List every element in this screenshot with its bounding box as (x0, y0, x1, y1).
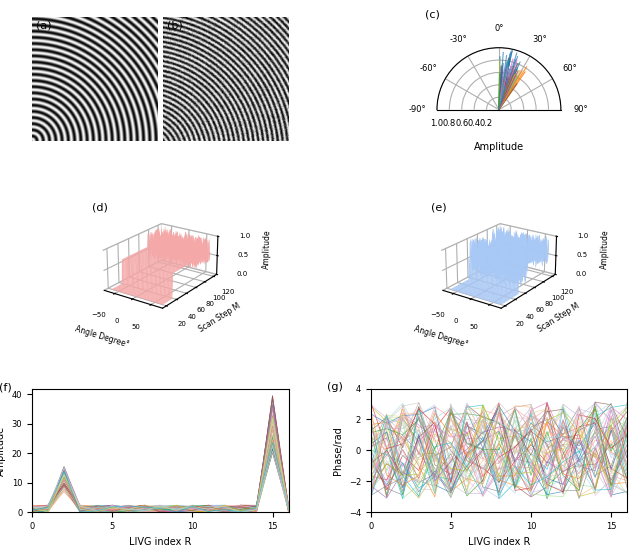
Text: (b): (b) (166, 21, 182, 31)
X-axis label: Angle Degree°: Angle Degree° (413, 324, 468, 349)
X-axis label: LIVG index R: LIVG index R (129, 537, 191, 547)
Y-axis label: Phase/rad: Phase/rad (333, 426, 343, 475)
X-axis label: Angle Degree°: Angle Degree° (74, 324, 130, 349)
Text: (c): (c) (424, 9, 440, 19)
X-axis label: LIVG index R: LIVG index R (468, 537, 530, 547)
Text: (f): (f) (0, 382, 12, 392)
Y-axis label: Scan Step M: Scan Step M (536, 301, 580, 334)
Text: (g): (g) (327, 382, 343, 392)
Text: (e): (e) (431, 203, 446, 213)
Text: (a): (a) (36, 21, 51, 31)
X-axis label: Amplitude: Amplitude (474, 142, 524, 152)
Y-axis label: Scan Step M: Scan Step M (197, 301, 242, 334)
Text: (d): (d) (92, 203, 108, 213)
Y-axis label: Amplitude: Amplitude (0, 426, 6, 476)
